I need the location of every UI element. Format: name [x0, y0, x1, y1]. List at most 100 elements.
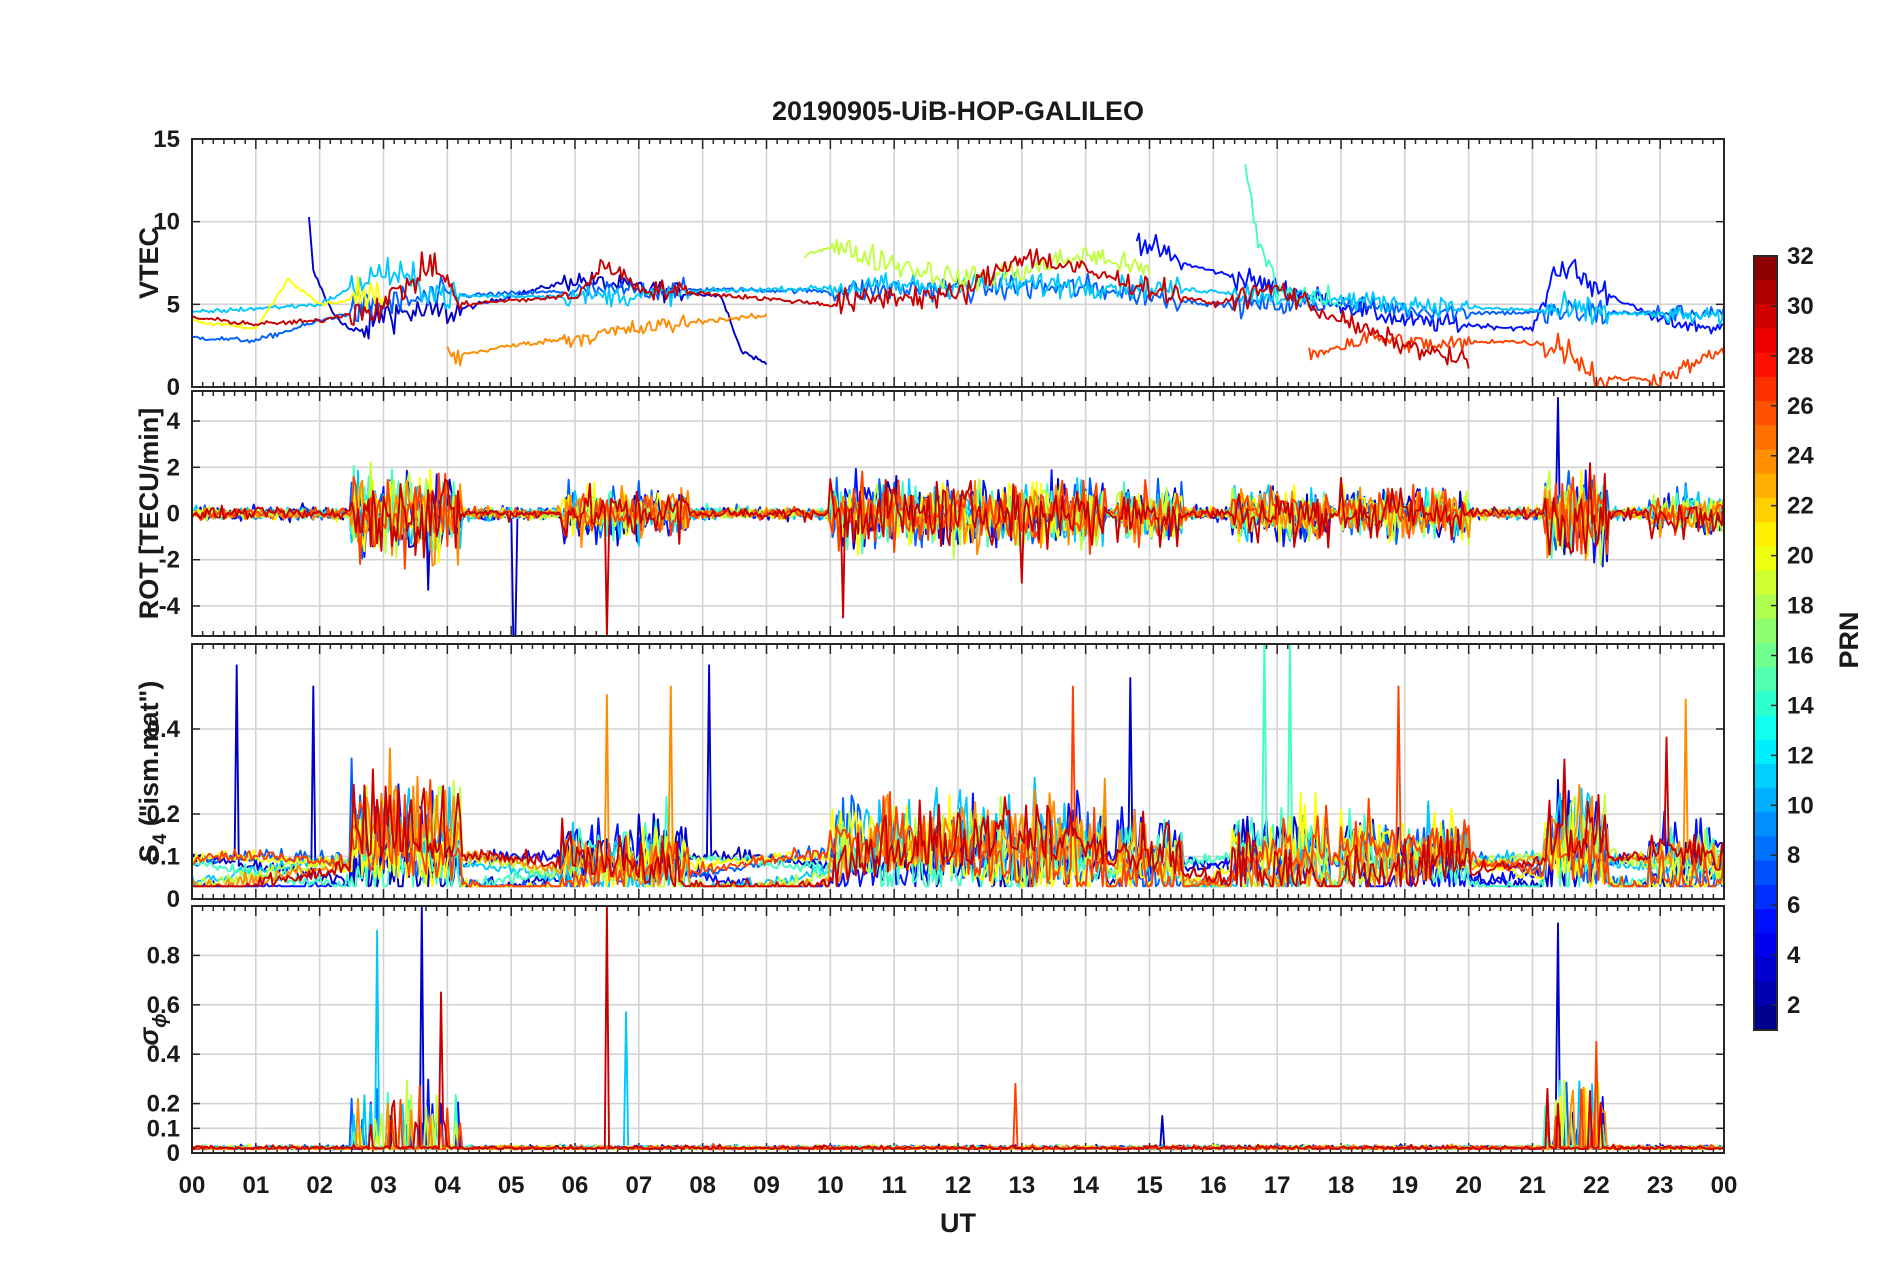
colorbar-tick-label: 2 [1787, 992, 1800, 1019]
x-tick-label: 06 [562, 1172, 589, 1199]
colorbar-tick-label: 8 [1787, 842, 1800, 869]
colorbar-segment [1754, 739, 1777, 765]
colorbar-tick-label: 26 [1787, 393, 1814, 420]
x-tick-label: 16 [1200, 1172, 1227, 1199]
colorbar-segment [1754, 449, 1777, 475]
y-tick-label: 0.2 [147, 1091, 180, 1118]
colorbar-tick-label: 6 [1787, 892, 1800, 919]
colorbar-frame [1753, 255, 1778, 1031]
colorbar-segment [1754, 425, 1777, 451]
colorbar-segment [1754, 909, 1777, 934]
colorbar-segment [1754, 522, 1777, 547]
trace-prn-26 [192, 685, 1724, 888]
traces-vtec [192, 164, 1724, 387]
colorbar-segment [1754, 884, 1777, 910]
x-tick-label: 04 [434, 1172, 461, 1199]
colorbar-tick-label: 22 [1787, 493, 1814, 520]
y-axis-label-rot: ROT [TECU/min] [134, 408, 164, 619]
x-tick-label: 13 [1008, 1172, 1035, 1199]
y-axis-label-s4: S4 ("ism.mat") [134, 681, 171, 863]
x-axis: 00 01 02 03 04 05 06 07 08 09 10 11 12 13 14 15 16 17 18 19… [179, 1172, 1738, 1199]
x-tick-label: 09 [753, 1172, 780, 1199]
y-tick-label: -4 [159, 593, 181, 620]
colorbar-segment [1754, 352, 1777, 378]
panel-vtec: 0 5 10 15 VTEC [134, 126, 1725, 401]
colorbar-tick-label: 30 [1787, 293, 1814, 320]
y-tick-label: 0.1 [147, 844, 180, 871]
colorbar-segment [1754, 643, 1777, 668]
colorbar-tick-label: 10 [1787, 792, 1814, 819]
x-tick-label: 19 [1391, 1172, 1418, 1199]
colorbar-label: PRN [1834, 611, 1864, 668]
y-tick-label: 0.4 [147, 716, 181, 743]
x-tick-label: 11 [881, 1172, 906, 1199]
panel-frame [191, 390, 1725, 637]
colorbar-segment [1754, 691, 1777, 717]
colorbar-segment [1754, 570, 1777, 596]
x-tick-label: 03 [370, 1172, 397, 1199]
x-tick-label: 17 [1264, 1172, 1291, 1199]
colorbar-segment [1754, 280, 1777, 305]
colorbar-segment [1754, 401, 1777, 426]
x-tick-label: 14 [1072, 1172, 1099, 1199]
x-tick-label: 18 [1328, 1172, 1355, 1199]
x-tick-label: 12 [945, 1172, 972, 1199]
y-tick-label: 5 [167, 291, 180, 318]
x-tick-label: 00 [179, 1172, 206, 1199]
chart-title: 20190905-UiB-HOP-GALILEO [772, 96, 1144, 126]
x-tick-label: 10 [817, 1172, 844, 1199]
y-tick-label: 0 [167, 1140, 180, 1167]
colorbar-segment [1754, 256, 1777, 281]
trace-prn-4 [1135, 232, 1724, 335]
traces-rot [192, 396, 1724, 636]
trace-prn-24 [446, 312, 768, 367]
y-tick-label: 15 [153, 126, 180, 153]
trace-prn-26 [192, 470, 1724, 570]
x-tick-label: 07 [625, 1172, 652, 1199]
trace-prn-30 [192, 906, 1724, 1151]
colorbar-segment [1754, 304, 1777, 330]
x-tick-label: 21 [1519, 1172, 1546, 1199]
x-tick-label: 08 [689, 1172, 716, 1199]
traces-sigma [192, 906, 1724, 1151]
x-tick-label: 00 [1711, 1172, 1738, 1199]
colorbar-segment [1754, 376, 1777, 402]
y-axis-label-sigma: σϕ [134, 1013, 171, 1045]
y-tick-label: 0.4 [147, 1041, 181, 1068]
panel-frame [191, 643, 1725, 900]
colorbar-segment [1754, 957, 1777, 983]
colorbar-segment [1754, 933, 1777, 959]
x-tick-label: 01 [242, 1172, 269, 1199]
x-tick-label: 20 [1455, 1172, 1482, 1199]
colorbar-tick-label: 20 [1787, 543, 1814, 570]
colorbar-segment [1754, 788, 1777, 813]
trace-prn-2 [308, 217, 768, 366]
panel-sigma: 00.10.2 0.4 0.6 0.8 σϕ [134, 905, 1725, 1167]
y-tick-label: 0 [167, 501, 180, 528]
y-tick-label: 0 [167, 374, 180, 401]
colorbar-segment [1754, 497, 1777, 523]
trace-prn-20 [192, 275, 385, 330]
colorbar-tick-label: 12 [1787, 742, 1814, 769]
panel-frame [191, 138, 1725, 388]
x-tick-label: 22 [1583, 1172, 1610, 1199]
colorbar-segment [1754, 594, 1777, 620]
colorbar-tick-label: 4 [1787, 942, 1801, 969]
colorbar-segment [1754, 860, 1777, 886]
colorbar-segment [1754, 473, 1777, 499]
colorbar-tick-label: 14 [1787, 692, 1814, 719]
colorbar-segment [1754, 546, 1777, 572]
colorbar-tick-label: 24 [1787, 443, 1814, 470]
colorbar-tick-label: 28 [1787, 343, 1814, 370]
x-axis-label: UT [940, 1208, 976, 1238]
trace-prn-12 [192, 256, 1724, 326]
trace-prn-30 [192, 462, 1724, 636]
y-axis-label-vtec: VTEC [134, 227, 164, 299]
colorbar-segment [1754, 812, 1777, 838]
trace-prn-18 [803, 238, 1151, 292]
trace-prn-26 [1308, 331, 1724, 387]
y-tick-label: 2 [167, 454, 180, 481]
